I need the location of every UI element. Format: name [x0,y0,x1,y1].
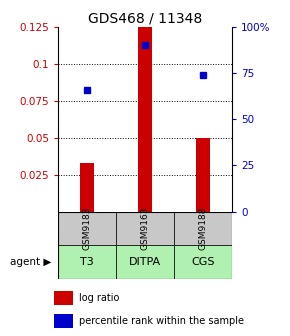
Bar [116,212,174,245]
Bar [58,245,116,279]
Title: GDS468 / 11348: GDS468 / 11348 [88,12,202,26]
Bar [55,291,72,305]
Bar [58,212,116,245]
Bar [174,245,232,279]
Bar [116,245,174,279]
Text: DITPA: DITPA [129,257,161,267]
Bar [80,163,94,212]
Bar [138,27,152,212]
Text: CGS: CGS [191,257,215,267]
Bar [174,212,232,245]
Text: GSM9183: GSM9183 [82,207,92,250]
Bar [55,314,72,328]
Text: GSM9188: GSM9188 [198,207,208,250]
Text: GSM9163: GSM9163 [140,207,150,250]
Text: agent ▶: agent ▶ [10,257,51,267]
Text: log ratio: log ratio [79,293,120,303]
Text: T3: T3 [80,257,94,267]
Text: percentile rank within the sample: percentile rank within the sample [79,316,244,326]
Bar [196,138,210,212]
